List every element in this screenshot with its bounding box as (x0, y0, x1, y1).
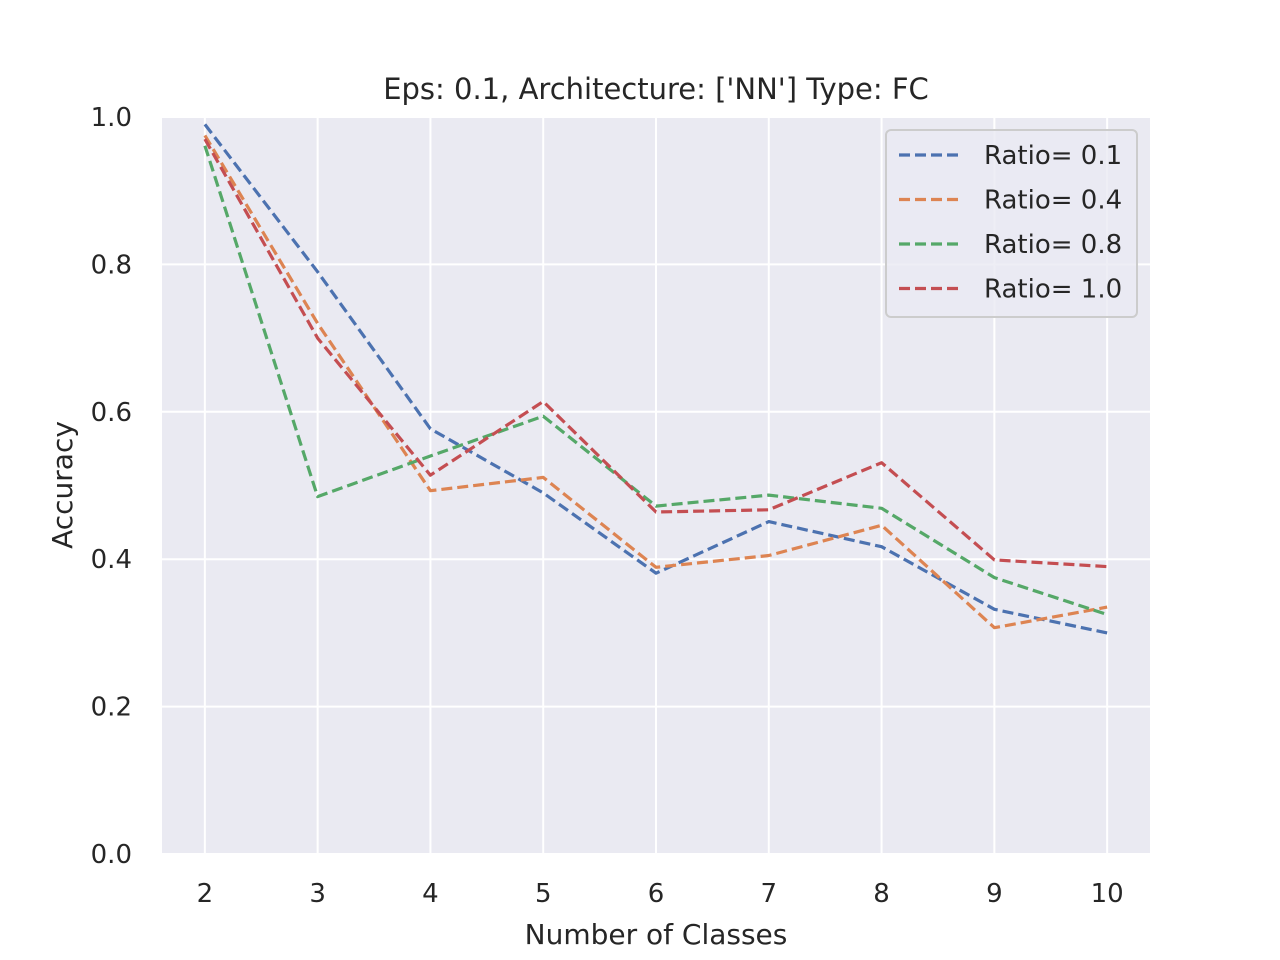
legend-entry-3: Ratio= 0.8 (984, 230, 1122, 260)
x-tick-label: 3 (309, 879, 326, 909)
x-tick-label: 2 (197, 879, 214, 909)
legend-entry-4: Ratio= 1.0 (984, 275, 1122, 305)
series-lines (203, 123, 1108, 635)
y-tick-labels: 0.0 0.2 0.4 0.6 0.8 1.0 (91, 103, 132, 870)
x-tick-label: 4 (422, 879, 439, 909)
series-line-4 (203, 138, 1108, 569)
x-tick-labels: 2 3 4 5 6 7 8 9 10 (197, 879, 1124, 909)
series-line-1 (203, 123, 1108, 635)
chart-title: Eps: 0.1, Architecture: ['NN'] Type: FC (383, 72, 929, 106)
x-tick-label: 6 (648, 879, 665, 909)
y-tick-label: 0.0 (91, 840, 132, 870)
y-tick-label: 1.0 (91, 103, 132, 133)
legend-box (885, 129, 1138, 318)
x-tick-label: 8 (873, 879, 890, 909)
y-tick-label: 0.2 (91, 693, 132, 723)
y-axis-label: Accuracy (46, 421, 79, 549)
series-line-3 (203, 145, 1108, 617)
x-tick-label: 5 (535, 879, 552, 909)
legend-entry-2: Ratio= 0.4 (984, 186, 1122, 216)
x-tick-label: 9 (986, 879, 1003, 909)
x-axis-label: Number of Classes (525, 918, 788, 951)
y-tick-label: 0.8 (91, 250, 132, 280)
legend: Ratio= 0.1 Ratio= 0.4 Ratio= 0.8 Ratio= 1.0 (885, 129, 1138, 318)
y-tick-label: 0.6 (91, 398, 132, 428)
y-tick-label: 0.4 (91, 545, 132, 575)
x-tick-label: 10 (1091, 879, 1124, 909)
legend-entry-1: Ratio= 0.1 (984, 141, 1122, 171)
series-line-2 (203, 134, 1108, 630)
x-tick-label: 7 (761, 879, 778, 909)
